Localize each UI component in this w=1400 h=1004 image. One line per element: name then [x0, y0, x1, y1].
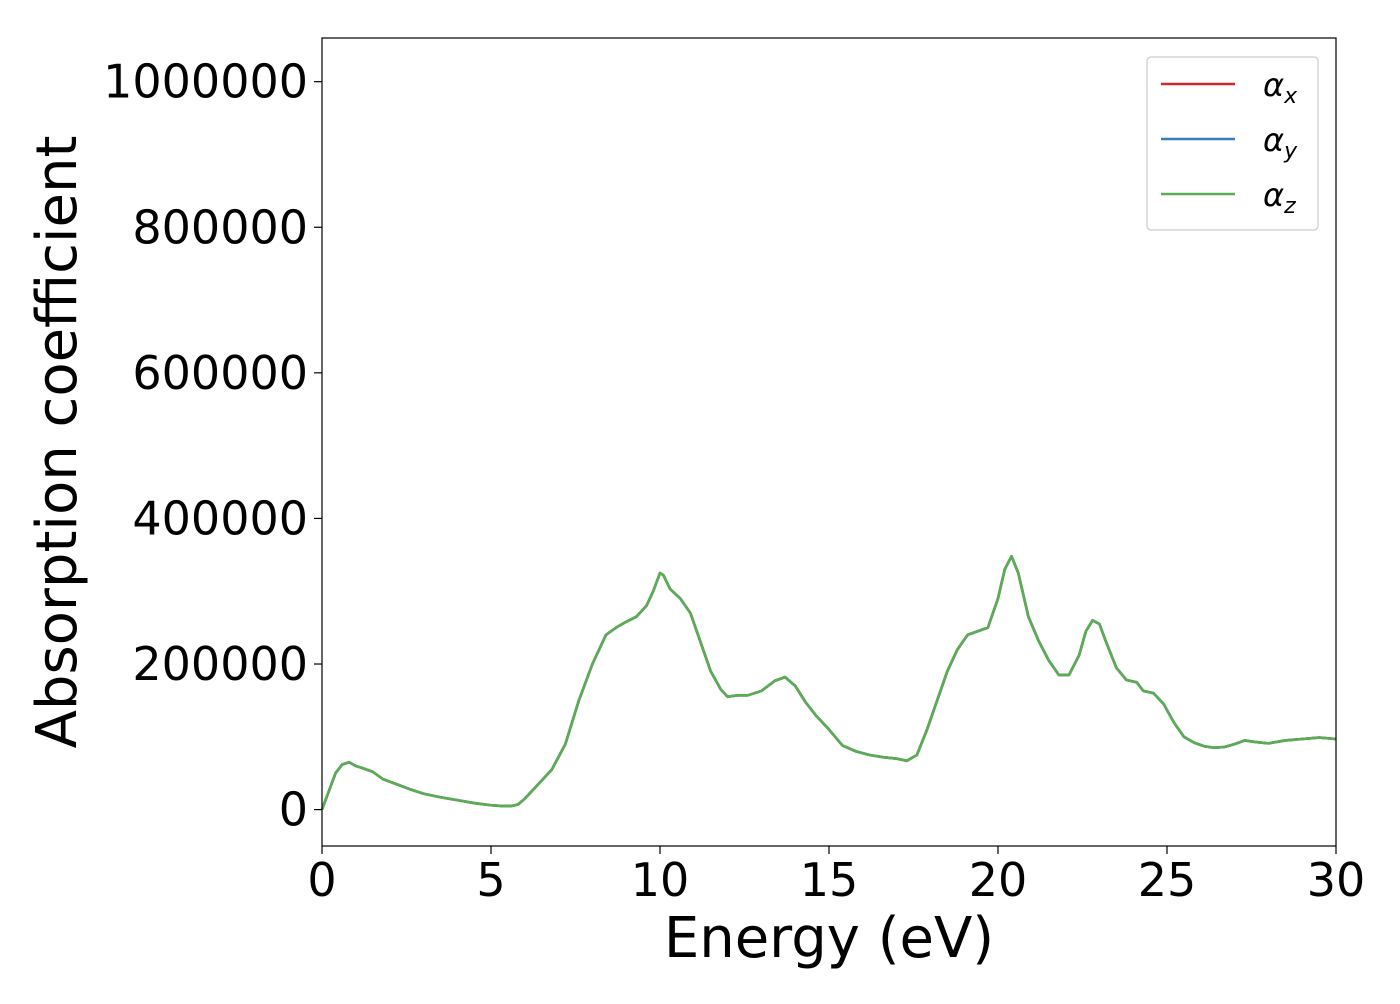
- legend: αx αy αz: [1146, 56, 1319, 231]
- y-tick-label: 800000: [132, 200, 308, 254]
- x-axis-label: Energy (eV): [664, 906, 994, 971]
- x-tick-label: 20: [969, 853, 1028, 907]
- y-tick-label: 400000: [132, 491, 308, 545]
- series-line-alpha-z: [320, 554, 1337, 811]
- x-tick-label: 30: [1307, 853, 1366, 907]
- legend-box: [1146, 56, 1319, 231]
- x-axis: 0 5 10 15 20 25 30: [307, 846, 1365, 907]
- x-tick-label: 25: [1138, 853, 1197, 907]
- legend-label-alpha-y: αy: [1263, 121, 1298, 164]
- legend-label-alpha-x: αx: [1263, 66, 1298, 109]
- y-axis-label: Absorption coefficient: [25, 136, 90, 749]
- x-tick-label: 10: [631, 853, 690, 907]
- x-tick-label: 5: [476, 853, 505, 907]
- y-tick-label: 600000: [132, 346, 308, 400]
- y-tick-label: 0: [279, 783, 308, 837]
- series-layer: [320, 554, 1337, 811]
- y-tick-label: 200000: [132, 637, 308, 691]
- y-axis: 0 200000 400000 600000 800000 1000000: [103, 55, 322, 837]
- legend-label-alpha-z: αz: [1263, 176, 1296, 219]
- x-tick-label: 15: [800, 853, 859, 907]
- x-tick-label: 0: [307, 853, 336, 907]
- y-tick-label: 1000000: [103, 55, 308, 109]
